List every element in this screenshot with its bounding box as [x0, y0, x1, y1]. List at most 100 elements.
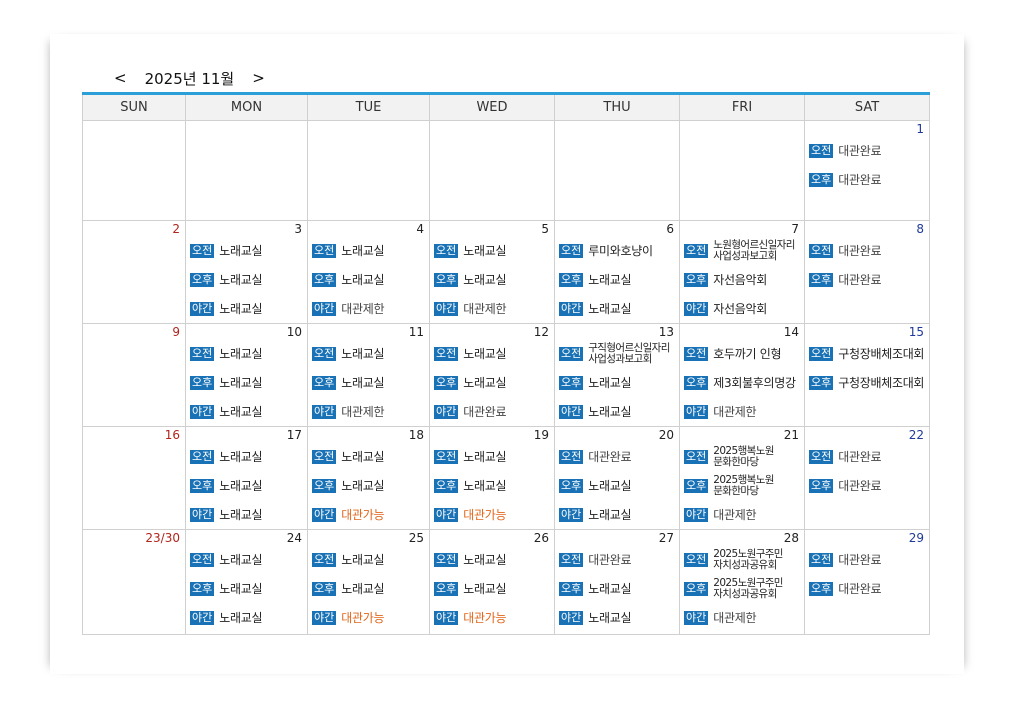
time-slot[interactable]: 야간 자선음악회 — [680, 294, 804, 323]
time-slot[interactable]: 오전 노래교실 — [308, 442, 429, 471]
event-text-line: 사업성과보고회 — [588, 352, 652, 365]
available-text: 대관가능 — [463, 508, 507, 522]
time-slot[interactable]: 야간 대관가능 — [308, 603, 429, 632]
slot-badge: 오후 — [434, 581, 459, 596]
time-slot[interactable]: 오전 노래교실 — [186, 545, 307, 574]
time-slot[interactable]: 오전 2025행복노원 문화한마당 — [680, 442, 804, 471]
time-slot[interactable]: 야간 노래교실 — [186, 603, 307, 632]
time-slot[interactable]: 오후 노래교실 — [186, 471, 307, 500]
day-number: 5 — [541, 222, 549, 236]
time-slot[interactable]: 오후 노래교실 — [430, 265, 554, 294]
time-slot[interactable]: 오후 노래교실 — [555, 471, 679, 500]
time-slot[interactable]: 오후 대관완료 — [805, 265, 929, 294]
time-slot[interactable]: 오후 구청장배체조대회 — [805, 368, 929, 397]
time-slot[interactable]: 오전 구직형어르신일자리 사업성과보고회 — [555, 339, 679, 368]
time-slot[interactable]: 오후 노래교실 — [430, 368, 554, 397]
day-number: 14 — [783, 325, 799, 339]
time-slot[interactable]: 오후 노래교실 — [308, 265, 429, 294]
day-number: 12 — [533, 325, 549, 339]
event-text: 노래교실 — [341, 553, 385, 567]
time-slot[interactable]: 오전 대관완료 — [805, 236, 929, 265]
time-slot[interactable]: 오후 제3회불후의명강 — [680, 368, 804, 397]
time-slot[interactable]: 오전 구청장배체조대회 — [805, 339, 929, 368]
time-slot[interactable]: 야간 대관가능 — [308, 500, 429, 529]
time-slot[interactable]: 야간 대관제한 — [308, 294, 429, 323]
day-number: 11 — [408, 325, 424, 339]
time-slot[interactable]: 오후 2025노원구주민 자치성과공유회 — [680, 574, 804, 603]
time-slot[interactable]: 야간 대관제한 — [308, 397, 429, 426]
time-slot[interactable]: 오후 노래교실 — [186, 574, 307, 603]
event-text: 자선음악회 — [713, 273, 767, 287]
time-slot[interactable]: 야간 노래교실 — [186, 500, 307, 529]
time-slot[interactable]: 오전 노래교실 — [186, 442, 307, 471]
time-slot[interactable]: 오전 노래교실 — [308, 339, 429, 368]
time-slot[interactable]: 오후 노래교실 — [555, 368, 679, 397]
time-slot[interactable]: 오전 노래교실 — [308, 545, 429, 574]
time-slot[interactable]: 야간 노래교실 — [555, 397, 679, 426]
day-cell: 28 오전 2025노원구주민 자치성과공유회 오후 2025노원구주민 자치성과공유회 야간… — [679, 529, 805, 635]
time-slot[interactable]: 오전 노래교실 — [186, 339, 307, 368]
slot-badge: 오전 — [559, 243, 584, 258]
time-slot[interactable]: 야간 대관가능 — [430, 500, 554, 529]
time-slot[interactable]: 오후 노래교실 — [308, 574, 429, 603]
time-slot[interactable]: 오후 대관완료 — [805, 471, 929, 500]
time-slot[interactable]: 오전 노래교실 — [430, 442, 554, 471]
prev-month-button[interactable]: < — [114, 69, 127, 87]
time-slot[interactable]: 오전 대관완료 — [805, 442, 929, 471]
time-slot[interactable]: 오후 노래교실 — [430, 471, 554, 500]
time-slot[interactable]: 오후 노래교실 — [430, 574, 554, 603]
slot-badge: 오후 — [190, 581, 215, 596]
time-slot[interactable]: 야간 노래교실 — [555, 500, 679, 529]
time-slot[interactable]: 야간 대관제한 — [430, 294, 554, 323]
time-slot[interactable]: 오전 노래교실 — [430, 545, 554, 574]
time-slot[interactable]: 오후 노래교실 — [186, 368, 307, 397]
time-slot[interactable]: 오전 노래교실 — [308, 236, 429, 265]
time-slot[interactable]: 오후 노래교실 — [308, 471, 429, 500]
time-slot[interactable]: 야간 대관완료 — [430, 397, 554, 426]
time-slot[interactable]: 야간 대관제한 — [680, 603, 804, 632]
time-slot[interactable]: 오전 대관완료 — [555, 545, 679, 574]
time-slot[interactable]: 오후 대관완료 — [805, 165, 929, 194]
event-text: 노래교실 — [588, 302, 632, 316]
time-slot[interactable]: 야간 노래교실 — [555, 294, 679, 323]
day-number: 25 — [408, 531, 424, 545]
time-slot[interactable]: 야간 노래교실 — [555, 603, 679, 632]
day-number: 23/30 — [145, 531, 180, 545]
time-slot[interactable]: 야간 대관가능 — [430, 603, 554, 632]
time-slot[interactable]: 오후 자선음악회 — [680, 265, 804, 294]
time-slot[interactable]: 오후 노래교실 — [555, 265, 679, 294]
day-number: 15 — [908, 325, 924, 339]
time-slot[interactable]: 오전 대관완료 — [805, 545, 929, 574]
weekday-sun: SUN — [82, 93, 186, 121]
time-slot[interactable]: 오후 노래교실 — [555, 574, 679, 603]
time-slot[interactable]: 오전 노래교실 — [430, 236, 554, 265]
event-text: 대관완료 — [588, 450, 632, 464]
day-number: 18 — [408, 428, 424, 442]
time-slot[interactable]: 오후 노래교실 — [186, 265, 307, 294]
time-slot[interactable]: 오전 노래교실 — [430, 339, 554, 368]
time-slot[interactable]: 오전 노원형어르신일자리 사업성과보고회 — [680, 236, 804, 265]
event-text: 대관제한 — [713, 508, 757, 522]
time-slot[interactable]: 오전 노래교실 — [186, 236, 307, 265]
time-slot[interactable]: 오후 노래교실 — [308, 368, 429, 397]
time-slot[interactable]: 야간 노래교실 — [186, 397, 307, 426]
day-number: 24 — [286, 531, 302, 545]
time-slot[interactable]: 오전 대관완료 — [805, 136, 929, 165]
time-slot[interactable]: 오후 2025행복노원 문화한마당 — [680, 471, 804, 500]
time-slot[interactable]: 오전 2025노원구주민 자치성과공유회 — [680, 545, 804, 574]
time-slot[interactable]: 야간 대관제한 — [680, 500, 804, 529]
next-month-button[interactable]: > — [252, 69, 265, 87]
week-row: 2 3 오전 노래교실 오후 노래교실 야간 노래교실 4 오전 노래교실 오후 노래교실 야간 대관제한 5… — [82, 220, 930, 324]
weekday-wed: WED — [429, 93, 555, 121]
available-text: 대관가능 — [463, 611, 507, 625]
time-slot[interactable]: 야간 대관제한 — [680, 397, 804, 426]
time-slot[interactable]: 오전 루미와호냥이 — [555, 236, 679, 265]
slot-badge: 야간 — [434, 301, 459, 316]
time-slot[interactable]: 오후 대관완료 — [805, 574, 929, 603]
slot-badge: 오후 — [559, 478, 584, 493]
day-number: 20 — [658, 428, 674, 442]
time-slot[interactable]: 야간 노래교실 — [186, 294, 307, 323]
time-slot[interactable]: 오전 호두까기 인형 — [680, 339, 804, 368]
event-text: 노래교실 — [219, 376, 263, 390]
time-slot[interactable]: 오전 대관완료 — [555, 442, 679, 471]
